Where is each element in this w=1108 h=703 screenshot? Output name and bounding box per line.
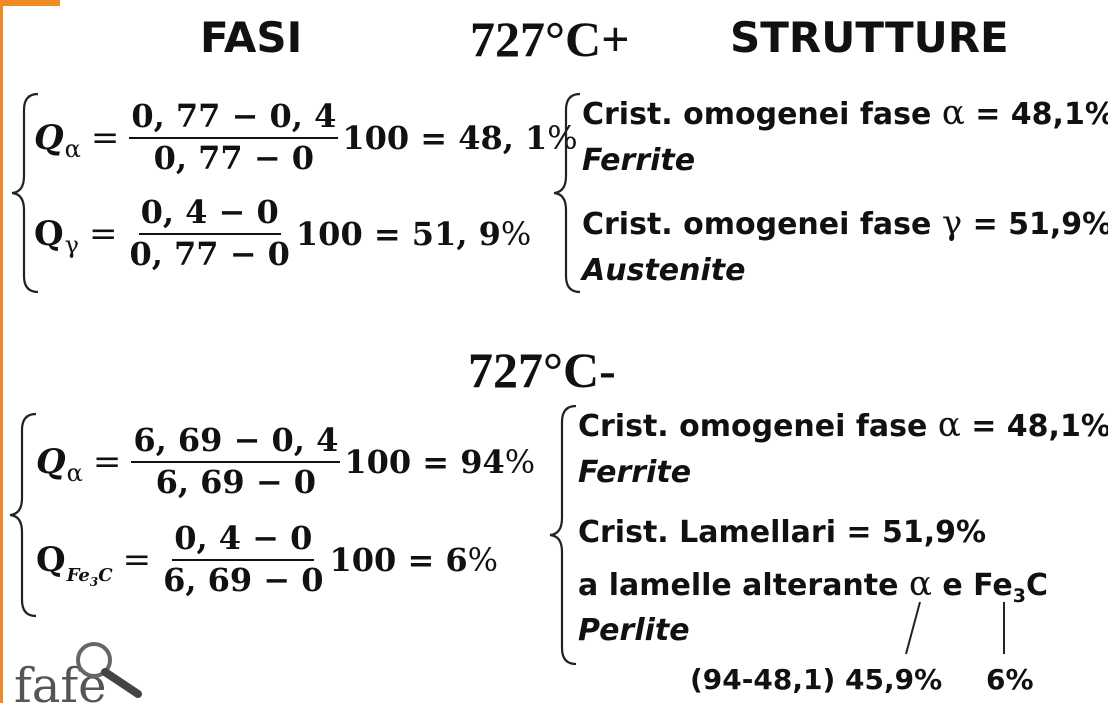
header-temp-plus: 727°C+ xyxy=(470,11,630,67)
q-symbol: Q Fe3C xyxy=(36,539,113,589)
note-fe3c: 6% xyxy=(986,663,1034,696)
top-structure-ferrite: Ferrite xyxy=(582,143,696,178)
header-fasi: FASI xyxy=(200,13,303,62)
brace-bottom-left xyxy=(9,412,37,618)
bottom-structure-alpha: Crist. omogenei fase α = 48,1% xyxy=(578,405,1108,445)
bottom-structure-ferrite: Ferrite xyxy=(578,455,692,490)
note-alpha-eutectoid: (94-48,1) 45,9% xyxy=(690,663,943,696)
header-temp-minus: 727°C- xyxy=(468,342,616,398)
pointer-lines xyxy=(905,601,1005,655)
top-structure-alpha: Crist. omogenei fase α = 48,1% xyxy=(582,93,1108,133)
fraction: 0, 4 − 0 6, 69 − 0 xyxy=(163,519,324,599)
fraction: 0, 4 − 0 0, 77 − 0 xyxy=(129,193,290,273)
brace-top-left xyxy=(11,92,39,294)
accent-bar-top xyxy=(0,0,60,6)
svg-text:fafe: fafe xyxy=(14,658,107,703)
fafe-logo: fafe xyxy=(14,642,142,703)
top-structure-gamma: Crist. omogenei fase γ = 51,9% xyxy=(582,203,1108,243)
accent-bar-left xyxy=(0,0,3,703)
fraction: 6, 69 − 0, 4 6, 69 − 0 xyxy=(131,421,341,501)
bottom-structure-perlite: Perlite xyxy=(578,613,690,648)
header-strutture: STRUTTURE xyxy=(730,13,1009,62)
brace-bottom-right xyxy=(549,404,577,666)
equation-q-fe3c-minus: Q Fe3C = 0, 4 − 0 6, 69 − 0 100 = 6% xyxy=(36,519,499,599)
bottom-structure-lamellari: Crist. Lamellari = 51,9% xyxy=(578,515,987,550)
fraction: 0, 77 − 0, 4 0, 77 − 0 xyxy=(129,97,339,177)
bottom-structure-lamelle: a lamelle alterante α e Fe3C xyxy=(578,564,1049,607)
top-structure-austenite: Austenite xyxy=(582,253,746,288)
brace-top-right xyxy=(553,92,581,294)
